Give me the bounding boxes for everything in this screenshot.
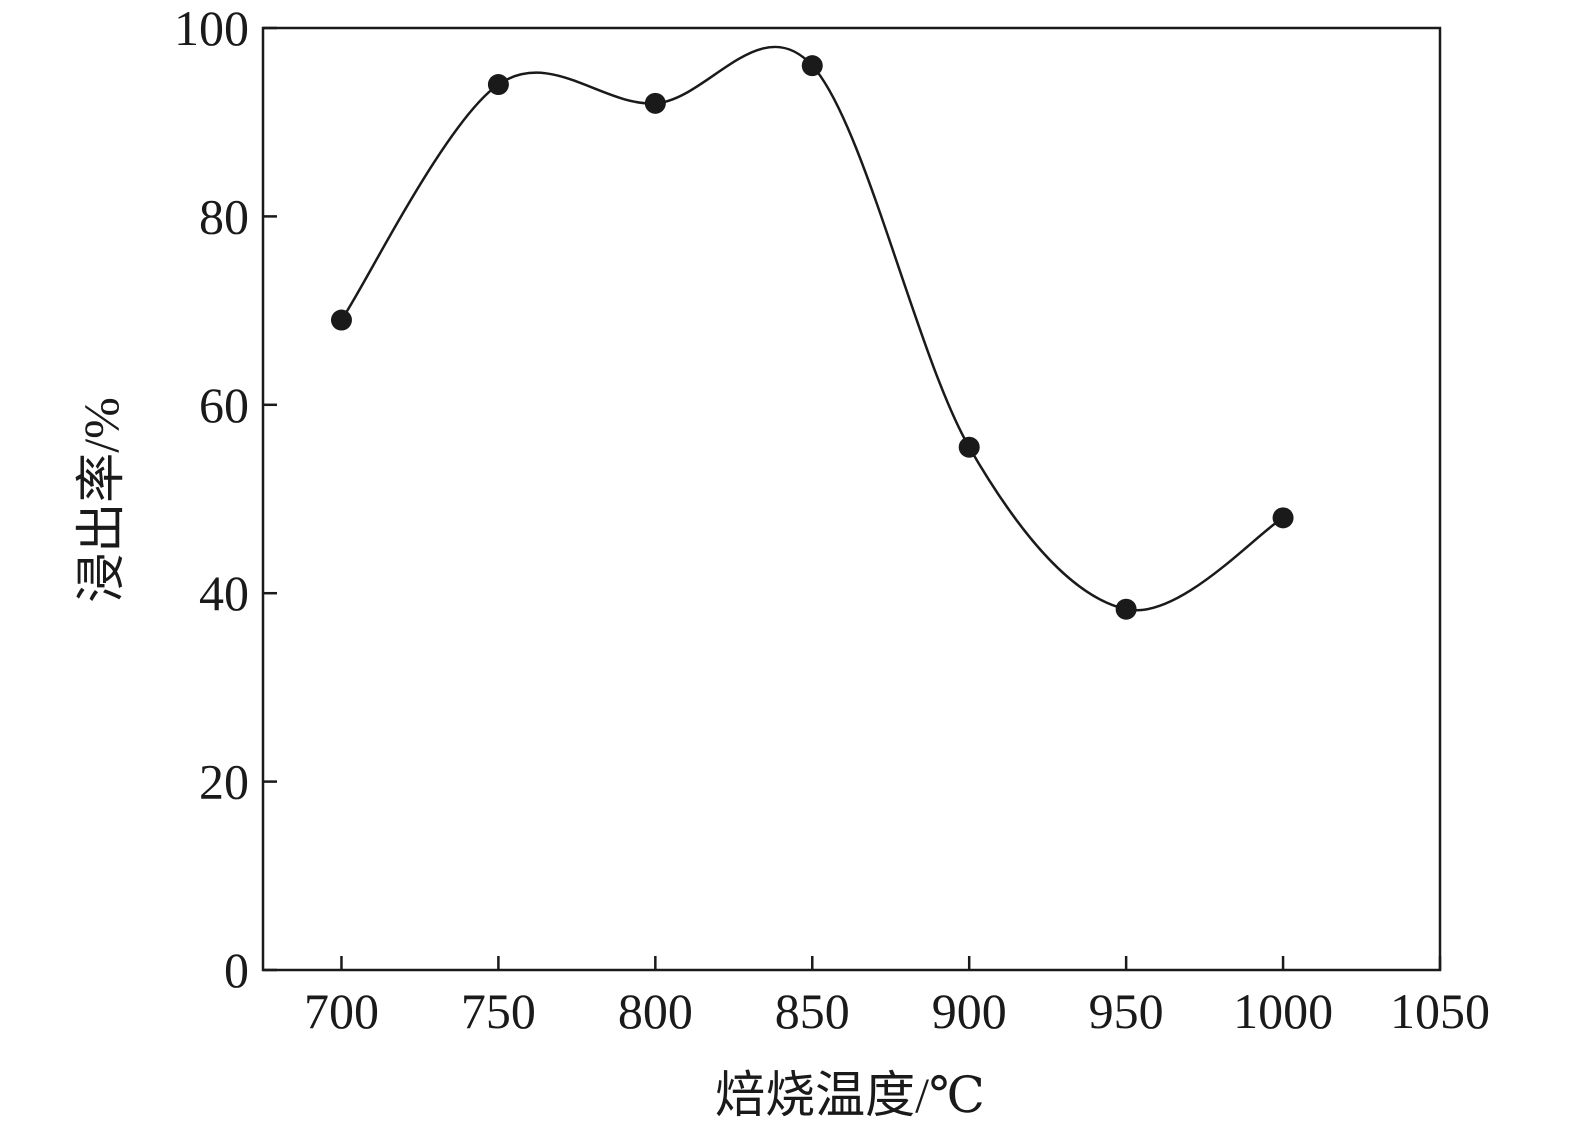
data-point xyxy=(487,74,509,96)
data-point xyxy=(1272,507,1294,529)
x-axis-title: 焙烧温度/℃ xyxy=(715,1067,985,1123)
tick-marks xyxy=(263,26,1442,972)
x-tick-label: 950 xyxy=(1089,983,1164,1039)
axes xyxy=(261,26,1442,972)
y-axis-title: 浸出率/% xyxy=(73,397,129,603)
x-tick-label: 1000 xyxy=(1233,983,1333,1039)
x-tick-label: 900 xyxy=(932,983,1007,1039)
series-line xyxy=(340,45,1284,612)
x-tick-label: 800 xyxy=(618,983,693,1039)
data-point xyxy=(330,309,352,331)
data-point xyxy=(958,436,980,458)
y-tick-label: 20 xyxy=(199,754,249,810)
data-point xyxy=(644,92,666,114)
y-tick-label: 60 xyxy=(199,377,249,433)
x-tick-label: 1050 xyxy=(1390,983,1490,1039)
y-tick-label: 100 xyxy=(174,0,249,56)
y-tick-label: 80 xyxy=(199,188,249,244)
tick-labels: 700 750 800 850 900 950 1000 1050 0 20 40 60 80 100 xyxy=(174,0,1490,1039)
series xyxy=(330,45,1294,620)
y-tick-label: 0 xyxy=(224,942,249,998)
data-point xyxy=(801,55,823,77)
x-tick-label: 750 xyxy=(461,983,536,1039)
x-tick-label: 700 xyxy=(304,983,379,1039)
x-tick-label: 850 xyxy=(775,983,850,1039)
y-tick-label: 40 xyxy=(199,565,249,621)
data-point xyxy=(1115,598,1137,620)
plot-frame xyxy=(261,26,1442,972)
